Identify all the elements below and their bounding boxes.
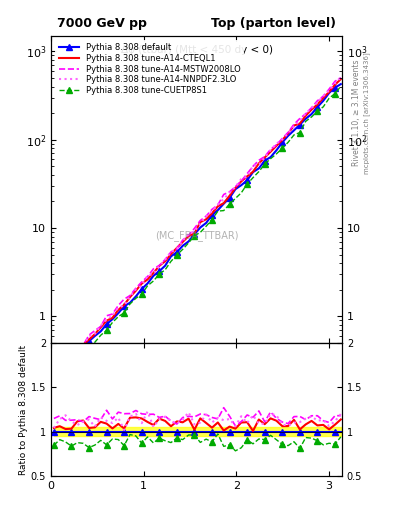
Text: 7000 GeV pp: 7000 GeV pp xyxy=(57,17,147,30)
Text: mcplots.cern.ch [arXiv:1306.3436]: mcplots.cern.ch [arXiv:1306.3436] xyxy=(364,52,370,174)
Text: Rivet 3.1.10, ≥ 3.1M events: Rivet 3.1.10, ≥ 3.1M events xyxy=(352,59,361,166)
Legend: Pythia 8.308 default, Pythia 8.308 tune-A14-CTEQL1, Pythia 8.308 tune-A14-MSTW20: Pythia 8.308 default, Pythia 8.308 tune-… xyxy=(55,40,244,98)
Text: Top (parton level): Top (parton level) xyxy=(211,17,336,30)
Y-axis label: Ratio to Pythia 8.308 default: Ratio to Pythia 8.308 default xyxy=(19,345,28,475)
Text: (MC_FBA_TTBAR): (MC_FBA_TTBAR) xyxy=(155,230,238,241)
Text: Δφ (t̅tbar) (Mtt < 450 dy < 0): Δφ (t̅tbar) (Mtt < 450 dy < 0) xyxy=(121,45,272,55)
